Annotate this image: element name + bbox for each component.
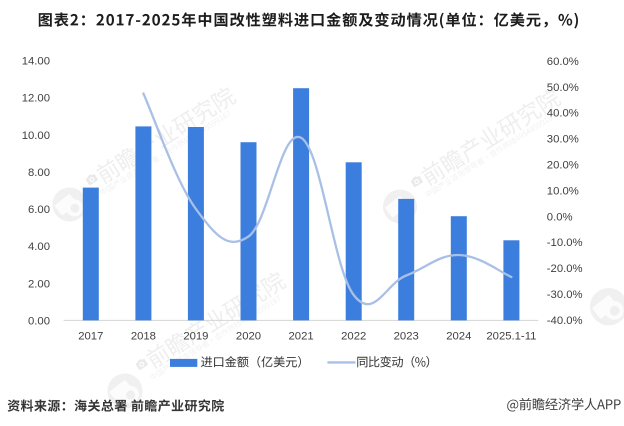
- svg-text:-20.0%: -20.0%: [547, 263, 583, 275]
- svg-text:60.0%: 60.0%: [547, 56, 579, 68]
- svg-text:6.00: 6.00: [28, 204, 50, 216]
- svg-text:10.0%: 10.0%: [547, 185, 579, 197]
- svg-text:2024: 2024: [446, 331, 471, 343]
- svg-text:2018: 2018: [131, 331, 156, 343]
- svg-text:12.00: 12.00: [22, 93, 50, 105]
- svg-text:2021: 2021: [289, 331, 314, 343]
- svg-text:10.00: 10.00: [22, 130, 50, 142]
- svg-text:2020: 2020: [236, 331, 261, 343]
- svg-text:14.00: 14.00: [22, 56, 50, 68]
- svg-text:2023: 2023: [394, 331, 419, 343]
- svg-text:2022: 2022: [341, 331, 366, 343]
- svg-text:8.00: 8.00: [28, 167, 50, 179]
- svg-text:-10.0%: -10.0%: [547, 237, 583, 249]
- svg-text:0.0%: 0.0%: [547, 211, 573, 223]
- svg-text:2017: 2017: [78, 331, 103, 343]
- svg-text:0.00: 0.00: [28, 315, 50, 327]
- svg-text:-30.0%: -30.0%: [547, 289, 583, 301]
- svg-text:30.0%: 30.0%: [547, 134, 579, 146]
- svg-text:4.00: 4.00: [28, 241, 50, 253]
- svg-text:20.0%: 20.0%: [547, 160, 579, 172]
- svg-text:40.0%: 40.0%: [547, 108, 579, 120]
- svg-text:2025.1-11: 2025.1-11: [486, 331, 536, 343]
- svg-text:2.00: 2.00: [28, 278, 50, 290]
- svg-text:2019: 2019: [183, 331, 208, 343]
- svg-text:50.0%: 50.0%: [547, 82, 579, 94]
- svg-text:-40.0%: -40.0%: [547, 315, 583, 327]
